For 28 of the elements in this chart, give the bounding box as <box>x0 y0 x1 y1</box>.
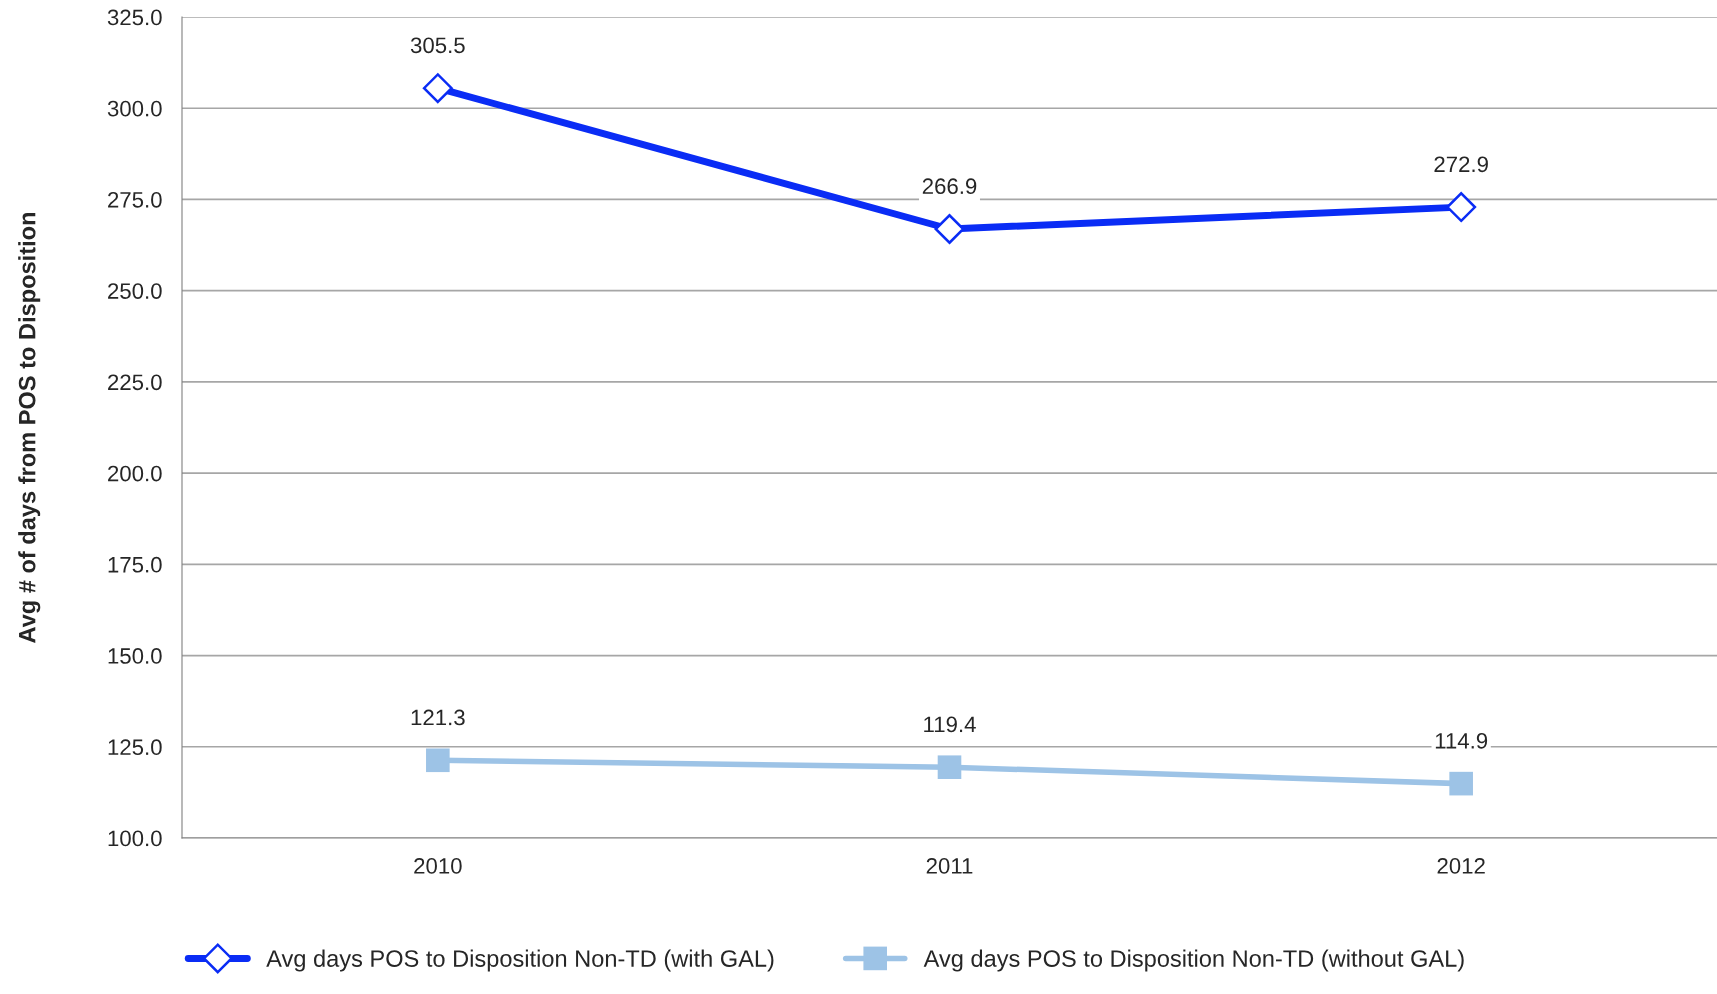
x-tick-label: 2011 <box>926 858 973 874</box>
point <box>1449 771 1473 796</box>
data-label: 114.9 <box>1435 732 1488 749</box>
y-tick-label: 225.0 <box>108 374 162 391</box>
y-tick-label: 125.0 <box>108 739 162 756</box>
data-label: 266.9 <box>922 178 977 195</box>
point <box>934 214 965 244</box>
point <box>1446 192 1477 223</box>
y-axis-title: Avg # of days from POS to Disposition <box>18 212 41 643</box>
y-tick-label: 200.0 <box>108 465 162 482</box>
legend-label: Avg days POS to Disposition Non-TD (without GAL) <box>923 949 1464 972</box>
data-label: 119.4 <box>924 716 976 733</box>
y-tick-label: 275.0 <box>108 191 162 208</box>
point <box>426 748 450 773</box>
y-tick-label: 325.0 <box>107 9 162 26</box>
point <box>937 755 962 780</box>
y-tick-label: 300.0 <box>107 100 162 117</box>
y-tick-label: 250.0 <box>108 283 162 299</box>
y-tick-label: 100.0 <box>108 830 162 847</box>
y-tick-label: 175.0 <box>108 556 162 573</box>
legend-label: Avg days POS to Disposition Non-TD (with GAL) <box>266 949 774 972</box>
x-tick-label: 2012 <box>1437 858 1485 874</box>
data-label: 121.3 <box>411 709 465 726</box>
point <box>422 73 453 104</box>
data-label: 272.9 <box>1434 156 1488 173</box>
x-tick-label: 2010 <box>414 858 462 874</box>
y-tick-label: 150.0 <box>108 648 162 664</box>
data-label: 305.5 <box>410 37 465 54</box>
